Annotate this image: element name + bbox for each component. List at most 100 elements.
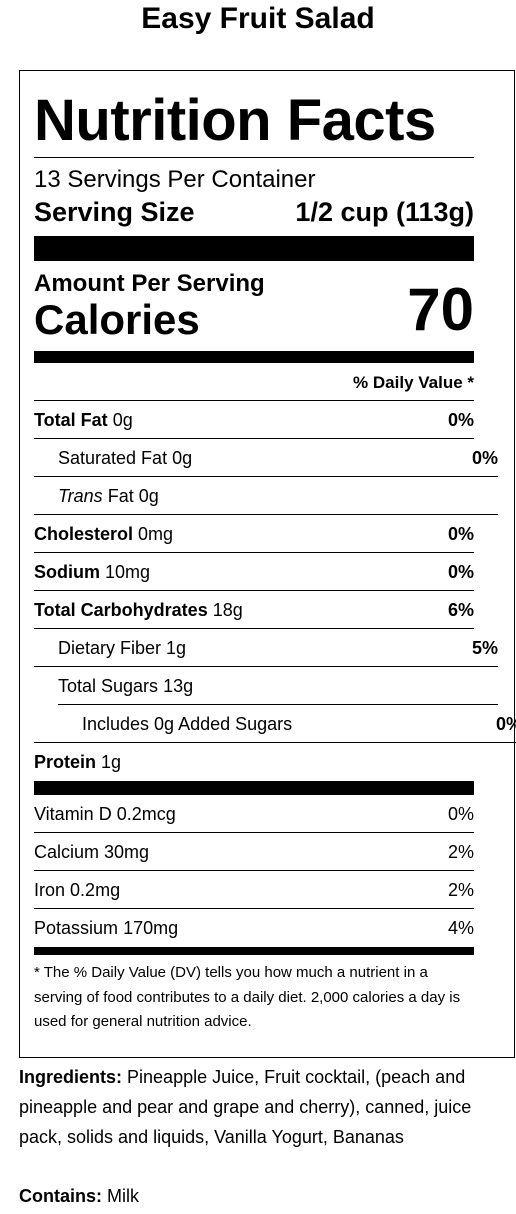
nutrient-amount: 13g [163, 675, 194, 696]
nutrient-row: Protein 1g [34, 743, 474, 781]
nutrition-label: Nutrition Facts 13 Servings Per Containe… [19, 70, 516, 1058]
row-rule [34, 476, 498, 477]
nutrient-row: Dietary Fiber 1g 5% [34, 629, 498, 667]
contains: Contains: Milk [19, 1181, 139, 1211]
nutrient-label: Saturated Fat 0g [58, 448, 192, 469]
nutrient-amount: 18g [212, 599, 243, 620]
daily-value: 2% [447, 841, 474, 862]
nutrient-amount: 0.2mg [70, 879, 121, 900]
nutrient-row: Total Sugars 13g [34, 667, 498, 705]
nutrient-label: Total Carbohydrates 18g [34, 600, 243, 621]
nutrient-row: Total Fat 0g 0% [34, 401, 474, 439]
nutrient-name: Calcium [34, 841, 100, 862]
nutrient-amount: 0mg [138, 523, 174, 544]
amount-per-serving: Amount Per Serving [34, 270, 265, 297]
daily-value: 2% [447, 879, 474, 900]
daily-value: 0% [471, 447, 498, 468]
nutrient-amount: 0.2mcg [116, 803, 176, 824]
nutrient-amount: 170mg [123, 917, 179, 938]
nutrient-label: Includes 0g Added Sugars [82, 714, 292, 735]
daily-value: 0% [447, 523, 474, 544]
row-rule [34, 628, 474, 629]
nutrient-label: Protein 1g [34, 752, 121, 773]
nutrient-label: Iron 0.2mg [34, 880, 120, 901]
nutrient-amount: 10mg [105, 561, 151, 582]
nutrient-label: Total Fat 0g [34, 410, 133, 431]
serving-size-label: Serving Size [34, 197, 195, 227]
vitamin-list: Vitamin D 0.2mcg 0% Calcium 30mg 2% Iron 0.2… [34, 795, 500, 947]
nutrient-name: Protein [34, 751, 97, 772]
daily-value: 0% [495, 713, 516, 734]
daily-value: 5% [471, 637, 498, 658]
nutrient-amount: 30mg [104, 841, 150, 862]
row-rule [34, 870, 474, 871]
row-rule [34, 832, 474, 833]
recipe-title: Easy Fruit Salad [141, 2, 375, 35]
nutrient-label: Dietary Fiber 1g [58, 638, 186, 659]
nutrient-name-italic: Trans [58, 485, 103, 506]
nutrient-name: Potassium [34, 917, 119, 938]
nutrient-row: Vitamin D 0.2mcg 0% [34, 795, 474, 833]
row-rule [58, 704, 498, 705]
nutrient-row: Includes 0g Added Sugars 0% [34, 705, 516, 743]
calories-block: Amount Per Serving Calories 70 [34, 261, 474, 351]
nutrient-row: Potassium 170mg 4% [34, 909, 474, 947]
row-rule [34, 666, 498, 667]
nutrient-label: Trans Fat 0g [58, 486, 159, 507]
nutrient-name: Dietary Fiber [58, 637, 162, 658]
ingredients-label: Ingredients: [19, 1067, 123, 1087]
thick-rule [34, 236, 474, 261]
ingredients-text: Pineapple Juice, Fruit cocktail, (peach … [19, 1067, 472, 1147]
nutrient-name: Sodium [34, 561, 100, 582]
servings: 13 Servings Per Container [34, 166, 316, 193]
ingredients: Ingredients: Pineapple Juice, Fruit cock… [19, 1062, 499, 1152]
contains-label: Contains: [19, 1186, 102, 1206]
nutrient-name: Vitamin D [34, 803, 112, 824]
daily-value: 0% [447, 561, 474, 582]
row-rule [34, 438, 474, 439]
row-rule [34, 514, 498, 515]
calories-label: Calories [34, 296, 200, 343]
nutrient-label: Total Sugars 13g [58, 676, 193, 697]
nutrient-name: Fat [107, 485, 134, 506]
nutrient-row: Saturated Fat 0g 0% [34, 439, 498, 477]
row-rule [34, 908, 474, 909]
daily-value-header: % Daily Value * [34, 363, 474, 401]
nutrient-row: Iron 0.2mg 2% [34, 871, 474, 909]
thick-rule [34, 947, 474, 955]
nutrient-name: Includes 0g Added Sugars [82, 713, 293, 734]
nutrient-amount: 0g [112, 409, 133, 430]
serving-size-value: 1/2 cup (113g) [295, 197, 474, 227]
serving-size: Serving Size 1/2 cup (113g) [34, 194, 474, 234]
row-rule [34, 590, 474, 591]
label-heading: Nutrition Facts [34, 71, 474, 158]
nutrient-row: Trans Fat 0g [34, 477, 498, 515]
contains-text: Milk [107, 1186, 140, 1206]
nutrient-row: Cholesterol 0mg 0% [34, 515, 474, 553]
nutrient-row: Sodium 10mg 0% [34, 553, 474, 591]
nutrient-name: Total Sugars [58, 675, 159, 696]
nutrient-row: Calcium 30mg 2% [34, 833, 474, 871]
nutrient-amount: 1g [166, 637, 187, 658]
nutrient-name: Iron [34, 879, 66, 900]
nutrient-label: Potassium 170mg [34, 918, 178, 939]
nutrient-name: Cholesterol [34, 523, 134, 544]
nutrient-name: Saturated Fat [58, 447, 168, 468]
daily-value: 0% [447, 803, 474, 824]
nutrient-name: Total Carbohydrates [34, 599, 208, 620]
footnote: * The % Daily Value (DV) tells you how m… [34, 964, 461, 1030]
nutrient-list: Total Fat 0g 0% Saturated Fat 0g 0% Trans Fa… [34, 401, 516, 781]
calories-value: 70 [407, 276, 474, 343]
row-rule [34, 552, 474, 553]
daily-value: 6% [447, 599, 474, 620]
nutrient-amount: 0g [138, 485, 159, 506]
nutrient-label: Sodium 10mg [34, 562, 150, 583]
nutrient-label: Vitamin D 0.2mcg [34, 804, 176, 825]
nutrient-amount: 0g [172, 447, 193, 468]
thick-rule [34, 781, 474, 795]
row-rule [34, 742, 516, 743]
nutrient-name: Total Fat [34, 409, 108, 430]
nutrient-amount: 1g [101, 751, 122, 772]
nutrient-row: Total Carbohydrates 18g 6% [34, 591, 474, 629]
